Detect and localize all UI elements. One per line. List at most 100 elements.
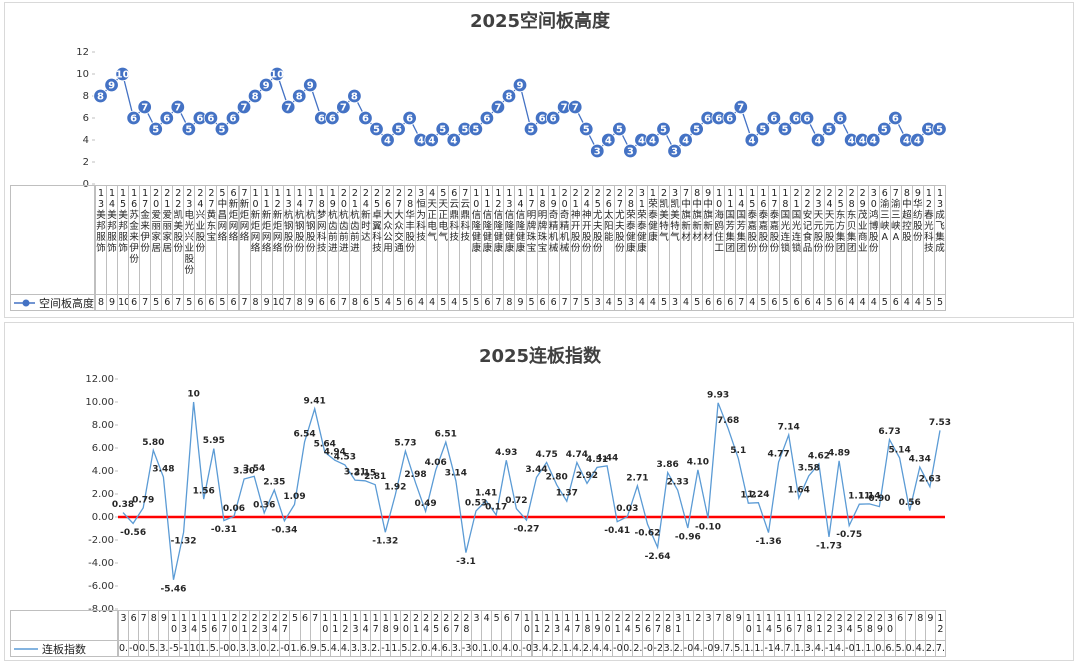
data-label: -1.73 bbox=[816, 541, 842, 551]
data-label: 4.10 bbox=[687, 457, 709, 467]
data-label: 5 bbox=[693, 125, 700, 136]
y-tick-label: 4.00 bbox=[92, 466, 114, 477]
data-label: 0.06 bbox=[223, 504, 245, 514]
data-label: 4 bbox=[605, 136, 612, 147]
data-label: 9 bbox=[517, 81, 524, 92]
data-label: 7.14 bbox=[778, 422, 800, 432]
data-label: 5.95 bbox=[203, 436, 225, 446]
marker bbox=[402, 110, 417, 126]
data-label: 3.44 bbox=[525, 465, 547, 475]
series-line bbox=[122, 401, 941, 580]
data-label: 3.30 bbox=[233, 467, 255, 477]
data-label: 5 bbox=[936, 125, 943, 136]
y-tick-label: -4.00 bbox=[88, 558, 114, 569]
data-label: 2.80 bbox=[546, 472, 568, 482]
marker bbox=[799, 110, 815, 126]
data-label: -0.10 bbox=[695, 523, 721, 533]
data-label: 5.73 bbox=[394, 439, 416, 449]
data-label: -3.1 bbox=[456, 557, 476, 567]
data-label: 7.68 bbox=[717, 416, 739, 426]
data-label: -0.56 bbox=[120, 528, 146, 538]
data-label: 0.72 bbox=[505, 496, 527, 506]
data-label: 7.53 bbox=[929, 418, 951, 428]
marker bbox=[722, 110, 737, 126]
marker bbox=[501, 88, 517, 104]
data-label: 6 bbox=[483, 114, 490, 125]
data-label: 4.75 bbox=[536, 450, 558, 460]
y-tick-label: 8.00 bbox=[92, 420, 114, 431]
data-label: -0.41 bbox=[604, 526, 630, 536]
data-label: 6 bbox=[770, 114, 777, 125]
data-label: 8 bbox=[296, 92, 303, 103]
data-label: 5 bbox=[373, 125, 380, 136]
data-label: 3 bbox=[627, 147, 634, 158]
marker bbox=[369, 121, 384, 137]
data-label: 6 bbox=[207, 114, 214, 125]
marker bbox=[137, 99, 152, 115]
data-label: 6.51 bbox=[435, 430, 457, 440]
data-label: 5 bbox=[395, 125, 402, 136]
data-label: 4.34 bbox=[909, 455, 931, 465]
data-label: 7 bbox=[285, 103, 292, 114]
data-label: 4.53 bbox=[334, 452, 356, 462]
data-label: 1.37 bbox=[556, 489, 578, 499]
y-tick-label: 2 bbox=[83, 157, 89, 168]
data-label: 4 bbox=[748, 136, 755, 147]
marker bbox=[877, 121, 892, 137]
data-label: 5.80 bbox=[142, 438, 164, 448]
y-tick-label: 10 bbox=[76, 69, 89, 80]
y-tick-label: -8.00 bbox=[88, 604, 114, 615]
data-label: 6 bbox=[892, 114, 899, 125]
legend-label: 连板指数 bbox=[42, 642, 86, 656]
data-label: 4 bbox=[903, 136, 910, 147]
data-label: 5 bbox=[439, 125, 446, 136]
marker bbox=[832, 110, 848, 126]
marker bbox=[579, 121, 594, 137]
y-tick-label: 0 bbox=[83, 179, 89, 190]
data-label: 5 bbox=[461, 125, 468, 136]
chart-title: 2025连板指数 bbox=[479, 345, 602, 367]
data-label: 0.53 bbox=[465, 498, 487, 508]
data-label: 5 bbox=[759, 125, 766, 136]
y-tick-label: 12 bbox=[76, 47, 89, 58]
data-label: 4.94 bbox=[324, 448, 346, 458]
data-label: 1.41 bbox=[475, 488, 497, 498]
data-label: 4 bbox=[638, 136, 645, 147]
data-label: 6.54 bbox=[293, 429, 315, 439]
marker bbox=[888, 110, 903, 126]
data-label: 5 bbox=[185, 125, 192, 136]
marker bbox=[656, 121, 671, 137]
data-label: 6 bbox=[837, 114, 844, 125]
data-label: 1.92 bbox=[384, 482, 406, 492]
data-label: 2.63 bbox=[919, 474, 941, 484]
data-label: 6 bbox=[130, 114, 137, 125]
legend-icon bbox=[14, 299, 35, 306]
data-label: 4.89 bbox=[828, 448, 850, 458]
data-label: 4 bbox=[682, 136, 689, 147]
marker bbox=[104, 77, 119, 93]
y-tick-label: 12.00 bbox=[85, 374, 114, 385]
data-label: -0.96 bbox=[675, 533, 701, 543]
data-label: 4 bbox=[870, 136, 877, 147]
data-label: -2.64 bbox=[645, 552, 671, 562]
data-label: 10 bbox=[116, 70, 130, 81]
data-label: -1.32 bbox=[372, 537, 398, 547]
data-label: -0.75 bbox=[836, 530, 862, 540]
marker bbox=[567, 99, 583, 115]
data-label: 9 bbox=[263, 81, 270, 92]
data-label: 5 bbox=[781, 125, 788, 136]
data-label: -1.32 bbox=[171, 537, 197, 547]
data-label: 5 bbox=[528, 125, 535, 136]
data-label: 3.54 bbox=[243, 464, 265, 474]
data-label: 6 bbox=[704, 114, 711, 125]
data-label: -0.62 bbox=[635, 529, 661, 539]
data-label: 6 bbox=[362, 114, 369, 125]
data-label: 3.58 bbox=[798, 463, 820, 473]
data-label: 4 bbox=[649, 136, 656, 147]
data-label: 5 bbox=[472, 125, 479, 136]
data-label: 3.86 bbox=[657, 460, 679, 470]
marker bbox=[601, 132, 616, 148]
marker bbox=[247, 88, 263, 104]
marker bbox=[93, 88, 108, 104]
